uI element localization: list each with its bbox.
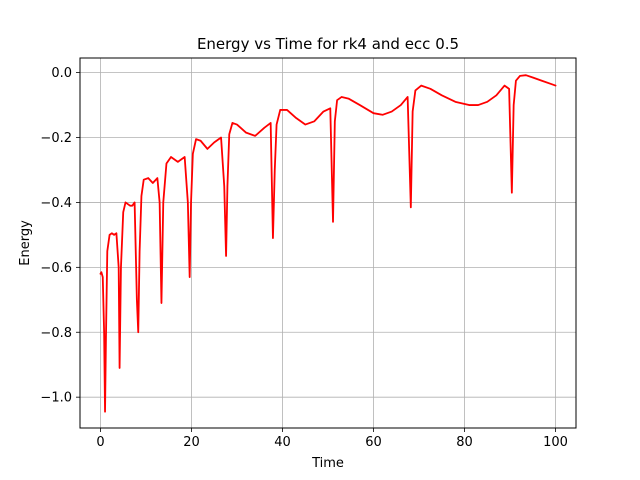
y-tick-label: −0.4 [40, 196, 72, 211]
ticks: 0 20 40 60 80 100 0.0 −0.2 −0.4 −0.6 −0.8 −1.0 [40, 66, 568, 450]
y-tick-label: −1.0 [40, 391, 72, 406]
y-tick-label: −0.6 [40, 261, 72, 276]
chart-title: Energy vs Time for rk4 and ecc 0.5 [197, 35, 459, 53]
x-tick-label: 80 [456, 435, 473, 450]
axes-frame [79, 57, 577, 429]
series-layer [99, 74, 557, 413]
x-axis-label: Time [311, 456, 344, 471]
grid [80, 58, 576, 428]
y-axis-label: Energy [18, 220, 33, 266]
x-tick-label: 20 [183, 435, 200, 450]
y-tick-label: −0.2 [40, 131, 72, 146]
y-tick-label: −0.8 [40, 326, 72, 341]
energy-series-line [99, 74, 557, 413]
x-tick-label: 0 [96, 435, 104, 450]
x-tick-label: 100 [543, 435, 568, 450]
x-tick-label: 40 [274, 435, 291, 450]
x-tick-label: 60 [365, 435, 382, 450]
y-tick-label: 0.0 [51, 66, 72, 81]
